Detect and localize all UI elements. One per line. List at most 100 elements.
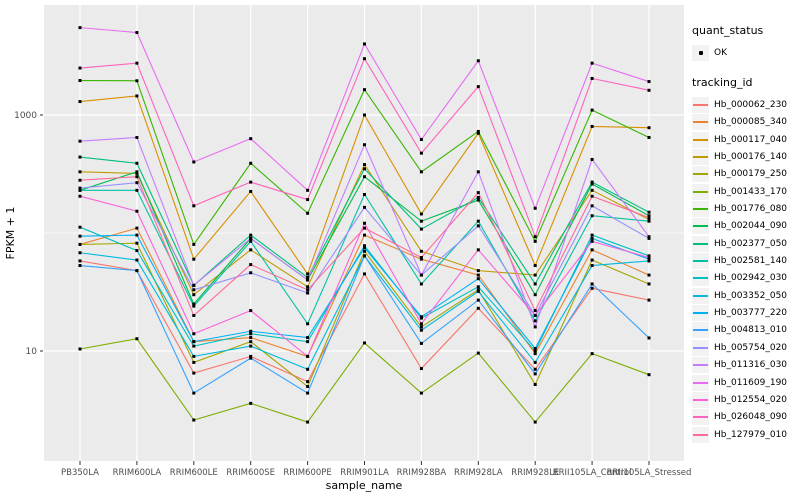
data-point (647, 216, 651, 220)
data-point (590, 258, 594, 262)
series-color-line-icon (693, 173, 708, 176)
legend-item-label: Hb_002377_050 (714, 238, 788, 249)
data-point (135, 188, 139, 192)
series-color-line-icon (693, 433, 708, 436)
data-point (306, 391, 310, 395)
data-point (363, 244, 366, 248)
x-axis-title: sample_name (326, 479, 403, 492)
data-point (533, 319, 537, 323)
legend-item: Hb_003352_050 (692, 287, 798, 304)
legend-item-label: Hb_002942_030 (714, 273, 788, 284)
y-axis-title: FPKM + 1 (4, 207, 17, 260)
legend-item: Hb_000179_250 (692, 166, 798, 183)
data-point (192, 391, 196, 395)
legend-item-label: OK (714, 47, 727, 58)
data-point (306, 285, 310, 289)
data-point (476, 306, 480, 310)
legend-item-label: Hb_001433_170 (714, 186, 788, 197)
data-point (249, 344, 253, 348)
legend-item-label: Hb_011316_030 (714, 360, 788, 371)
legend-item: Hb_012554_020 (692, 391, 798, 408)
data-point (78, 170, 82, 174)
data-point (590, 286, 594, 290)
data-point (419, 328, 423, 332)
data-point (590, 180, 594, 184)
data-point (192, 288, 196, 292)
data-point (476, 129, 480, 133)
legend-item: Hb_000117_040 (692, 131, 798, 148)
x-tick-label: RRIM928BA (397, 468, 447, 478)
data-point (419, 170, 423, 174)
data-point (192, 204, 196, 208)
point-marker-icon (698, 50, 703, 55)
data-point (419, 212, 423, 216)
legend-item-label: Hb_000085_340 (714, 117, 788, 128)
legend-item-label: Hb_002044_090 (714, 221, 788, 232)
data-point (533, 235, 537, 239)
legend-item-label: Hb_012554_020 (714, 394, 788, 405)
data-point (647, 255, 651, 259)
data-point (533, 352, 537, 356)
data-point (533, 239, 537, 243)
legend-key (692, 409, 709, 426)
x-tick-label: RRIM600LE (170, 468, 218, 478)
data-point (306, 211, 310, 215)
data-point (363, 143, 366, 147)
data-point (363, 226, 366, 230)
data-point (476, 277, 480, 281)
legend-item: Hb_002377_050 (692, 235, 798, 252)
data-point (135, 233, 139, 237)
data-point (363, 163, 366, 167)
legend-key (692, 426, 709, 443)
data-point (419, 255, 423, 259)
data-point (419, 322, 423, 326)
series-color-line-icon (693, 190, 708, 193)
data-point (363, 42, 366, 46)
data-point (192, 418, 196, 422)
data-point (363, 249, 366, 253)
data-point (647, 135, 651, 139)
series-color-line-icon (693, 398, 708, 401)
data-point (192, 242, 196, 246)
x-tick-label: RRIM600LA (113, 468, 162, 478)
data-point (419, 249, 423, 253)
data-point (590, 239, 594, 243)
data-point (363, 246, 366, 250)
data-point (135, 135, 139, 139)
data-point (135, 161, 139, 165)
data-point (249, 340, 253, 344)
legend-key (692, 339, 709, 356)
data-point (192, 313, 196, 317)
legend-item: Hb_011609_190 (692, 374, 798, 391)
series-color-line-icon (693, 260, 708, 263)
series-color-line-icon (693, 225, 708, 228)
data-point (590, 214, 594, 218)
data-point (249, 329, 253, 333)
data-point (363, 205, 366, 209)
x-tick-label: RRIM600SE (226, 468, 275, 478)
legend-item: Hb_026048_090 (692, 409, 798, 426)
legend-item-label: Hb_001776_080 (714, 204, 788, 215)
data-point (135, 94, 139, 98)
data-point (78, 188, 82, 192)
data-point (419, 391, 423, 395)
data-point (306, 291, 310, 295)
data-point (306, 354, 310, 358)
data-point (306, 188, 310, 192)
legend-item-label: Hb_003352_050 (714, 290, 788, 301)
data-point (419, 227, 423, 231)
legend-item-label: Hb_004813_010 (714, 325, 788, 336)
data-point (363, 175, 366, 179)
data-point (249, 233, 253, 237)
data-point (647, 126, 651, 130)
series-color-line-icon (693, 242, 708, 245)
data-point (533, 360, 537, 364)
data-point (192, 344, 196, 348)
data-point (78, 251, 82, 255)
series-color-line-icon (693, 138, 708, 141)
data-point (363, 221, 366, 225)
data-point (419, 367, 423, 371)
series-color-line-icon (693, 104, 708, 107)
legend-item: Hb_002581_140 (692, 252, 798, 270)
